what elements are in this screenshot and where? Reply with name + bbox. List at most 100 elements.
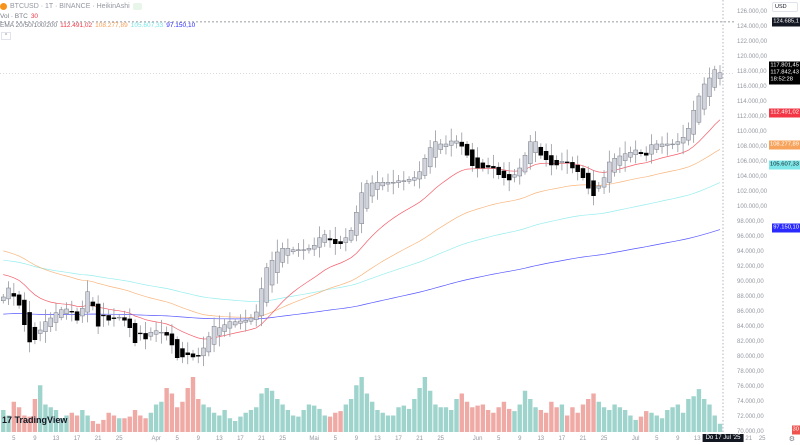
- price-tick: 90.000,00: [737, 279, 764, 285]
- price-tick: 74.000,00: [737, 399, 764, 405]
- volume-bar: [201, 404, 206, 432]
- volume-bar: [132, 410, 138, 432]
- candle-body: [369, 182, 375, 197]
- volume-bar: [449, 410, 454, 432]
- candle-body: [491, 166, 496, 169]
- candle-body: [153, 330, 159, 335]
- time-tick: 5: [655, 436, 659, 442]
- volume-bar: [248, 410, 254, 432]
- candle-body: [90, 301, 96, 307]
- share-icon[interactable]: [132, 3, 142, 10]
- candle-body: [22, 299, 27, 325]
- candle-body: [712, 69, 717, 88]
- volume-bar: [554, 407, 559, 432]
- candle-body: [427, 147, 433, 168]
- current-price-tag-text: 117.842,43: [770, 69, 799, 76]
- volume-bar: [211, 412, 217, 432]
- volume-bar: [64, 415, 69, 432]
- volume-bar: [59, 418, 64, 432]
- volume-bar: [701, 399, 707, 432]
- time-tick: 9: [196, 436, 200, 442]
- time-tick: 25: [437, 436, 445, 442]
- volume-bar: [1, 410, 6, 432]
- price-tick: 86.000,00: [737, 309, 764, 315]
- volume-bar: [412, 399, 417, 432]
- price-tick: 94.000,00: [737, 249, 764, 255]
- symbol-legend[interactable]: BTCUSD · 1T · BINANCE · HeikinAshi: [0, 3, 142, 10]
- time-tick: 21: [94, 436, 102, 442]
- price-tick: 126.000,00: [737, 9, 768, 15]
- currency-label: USD: [775, 4, 787, 10]
- ema200-line: [3, 229, 721, 320]
- volume-bar: [6, 415, 11, 432]
- volume-bar: [37, 385, 43, 432]
- time-tick: 13: [537, 436, 545, 442]
- volume-bar: [364, 393, 370, 432]
- price-axis[interactable]: USD 126.000,00 124.000,00 122.000,00 120.00…: [735, 0, 800, 445]
- time-tick: 9: [518, 436, 522, 442]
- price-tick: 82.000,00: [737, 339, 764, 345]
- volume-bar: [164, 388, 169, 432]
- volume-bar: [217, 415, 222, 432]
- candle-body: [143, 333, 148, 340]
- volume-bar: [327, 416, 333, 432]
- volume-bar: [174, 407, 180, 432]
- candle-body: [185, 352, 190, 356]
- candle-body: [243, 320, 248, 323]
- volume-bar: [254, 407, 259, 432]
- candle-body: [396, 180, 401, 183]
- volume-bar: [90, 421, 96, 432]
- volume-bar: [206, 407, 212, 432]
- volume-bar: [586, 399, 591, 432]
- volume-bar: [501, 401, 507, 432]
- volume-bar: [396, 407, 401, 432]
- candle-body: [275, 251, 280, 273]
- time-tick: 13: [52, 436, 60, 442]
- volume-bar: [385, 415, 391, 432]
- ema100-value: 105.607,33: [130, 22, 164, 29]
- time-tick: 5: [12, 436, 16, 442]
- candle-body: [522, 155, 528, 173]
- candle-body: [201, 347, 206, 357]
- volume-legend[interactable]: Vol · BTC 30: [0, 13, 38, 20]
- volume-bar: [101, 419, 106, 432]
- volume-bar: [348, 399, 354, 432]
- currency-select[interactable]: USD: [772, 2, 798, 12]
- gear-icon[interactable]: ⚙: [788, 436, 795, 443]
- candle-body: [612, 158, 617, 173]
- volume-bar: [549, 401, 554, 432]
- volume-bar: [275, 399, 280, 432]
- ema200-value: 97.150,10: [166, 22, 196, 29]
- candle-body: [554, 159, 559, 166]
- candle-body: [69, 311, 75, 313]
- time-tick: Apr: [151, 436, 161, 442]
- candle-body: [417, 171, 422, 180]
- price-chart[interactable]: [0, 0, 735, 445]
- candle-body: [686, 128, 691, 141]
- volume-bar: [401, 405, 406, 432]
- candle-body: [596, 185, 602, 189]
- volume-bar: [369, 401, 375, 432]
- collapse-legend-button[interactable]: ^: [1, 32, 11, 40]
- ema200-tag: 97.150,10: [772, 223, 800, 233]
- candle-body: [95, 303, 101, 327]
- candle-body: [27, 312, 32, 343]
- ema-legend[interactable]: EMA 20/50/100/200 112.491,02 108.277,89 …: [0, 22, 195, 29]
- candle-body: [111, 317, 117, 319]
- ema-label: EMA 20/50/100/200: [0, 22, 58, 29]
- volume-bar: [433, 404, 438, 432]
- volume-bar: [227, 418, 233, 432]
- candle-body: [6, 287, 11, 300]
- volume-bar: [512, 411, 517, 432]
- candle-body: [311, 245, 317, 250]
- time-tick: Jul: [631, 436, 640, 442]
- candle-body: [280, 248, 285, 263]
- price-tick: 76.000,00: [737, 384, 764, 390]
- candle-body: [190, 353, 196, 358]
- candle-body: [148, 332, 154, 337]
- volume-bar: [117, 418, 122, 432]
- volume-bar: [338, 411, 343, 432]
- candle-body: [32, 326, 38, 340]
- volume-value: 30: [30, 13, 39, 20]
- volume-bar: [322, 415, 327, 432]
